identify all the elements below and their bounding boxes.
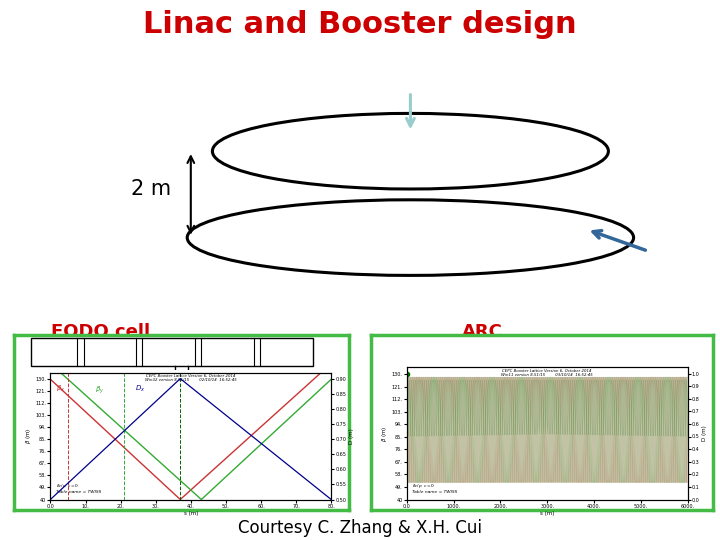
Y-axis label: D (m): D (m)	[349, 428, 354, 444]
Text: 2 m: 2 m	[131, 179, 171, 199]
Text: Courtesy C. Zhang & X.H. Cui: Courtesy C. Zhang & X.H. Cui	[238, 519, 482, 537]
Text: ARC: ARC	[462, 323, 503, 341]
Y-axis label: D (m): D (m)	[702, 426, 707, 441]
Text: FODO cell: FODO cell	[51, 323, 150, 341]
Text: Linac and Booster design: Linac and Booster design	[143, 10, 577, 39]
